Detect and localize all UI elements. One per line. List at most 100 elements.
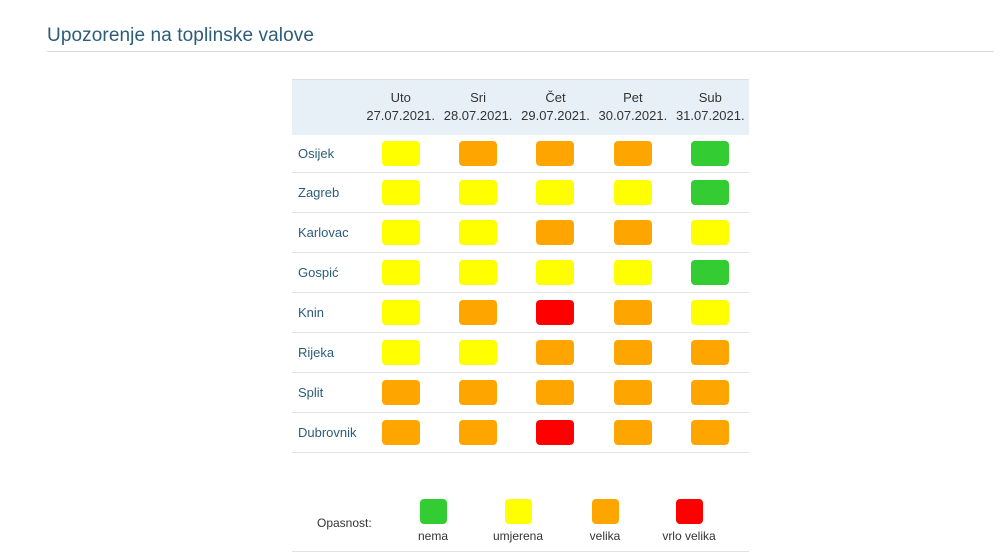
level-cell xyxy=(594,173,671,213)
warning-level-velika xyxy=(536,380,575,405)
table-row: Karlovac xyxy=(292,213,749,253)
level-cell xyxy=(362,333,439,373)
warning-level-velika xyxy=(613,380,652,405)
warning-level-nema xyxy=(691,180,730,205)
warning-level-umjerena xyxy=(459,220,498,245)
day-date: 31.07.2021. xyxy=(675,108,745,124)
warning-level-umjerena xyxy=(613,260,652,285)
level-cell xyxy=(517,253,594,293)
level-cell xyxy=(594,333,671,373)
warning-level-nema xyxy=(691,260,730,285)
warning-level-vrlo-velika xyxy=(536,300,575,325)
header-day-4: Pet 30.07.2021. xyxy=(594,80,671,135)
day-date: 30.07.2021. xyxy=(598,108,668,124)
warning-level-umjerena xyxy=(536,180,575,205)
level-cell xyxy=(672,373,749,413)
day-date: 28.07.2021. xyxy=(443,108,513,124)
level-cell xyxy=(439,253,516,293)
warning-level-velika xyxy=(691,420,730,445)
warning-level-velika xyxy=(613,420,652,445)
city-name: Knin xyxy=(298,305,325,320)
warning-level-umjerena xyxy=(691,300,730,325)
warning-level-umjerena xyxy=(381,340,420,365)
warning-level-vrlo-velika xyxy=(536,420,575,445)
level-cell xyxy=(594,135,671,173)
danger-legend: Opasnost: nema umjerena velika vrlo veli… xyxy=(292,491,749,552)
warning-level-umjerena xyxy=(381,180,420,205)
day-name: Uto xyxy=(390,90,411,106)
warning-level-velika xyxy=(536,220,575,245)
warning-level-velika xyxy=(536,140,575,166)
legend-text: nema xyxy=(417,529,449,543)
legend-text: umjerena xyxy=(492,529,544,543)
warning-level-velika xyxy=(381,420,420,445)
legend-item-umjerena: umjerena xyxy=(478,499,558,543)
level-cell xyxy=(517,293,594,333)
city-name: Split xyxy=(298,385,324,400)
warning-level-velika xyxy=(459,300,498,325)
warning-level-velika xyxy=(459,140,498,166)
table-row: Knin xyxy=(292,293,749,333)
header-city-column xyxy=(292,80,362,135)
level-cell xyxy=(362,173,439,213)
warning-level-nema xyxy=(691,140,730,166)
level-cell xyxy=(362,135,439,173)
table-row: Osijek xyxy=(292,135,749,173)
warning-level-umjerena xyxy=(691,220,730,245)
table-row: Zagreb xyxy=(292,173,749,213)
city-name: Zagreb xyxy=(298,185,340,200)
warning-level-umjerena xyxy=(613,180,652,205)
legend-label: Opasnost: xyxy=(317,516,372,530)
warning-level-velika xyxy=(381,380,420,405)
level-cell xyxy=(439,213,516,253)
legend-item-vrlo-velika: vrlo velika xyxy=(649,499,729,543)
legend-swatch-vrlo-velika xyxy=(675,499,703,524)
warning-level-umjerena xyxy=(536,260,575,285)
warning-level-umjerena xyxy=(381,140,420,166)
warning-level-velika xyxy=(691,380,730,405)
warning-level-velika xyxy=(613,220,652,245)
level-cell xyxy=(517,213,594,253)
level-cell xyxy=(672,173,749,213)
warning-level-velika xyxy=(613,340,652,365)
warning-level-velika xyxy=(613,300,652,325)
level-cell xyxy=(672,213,749,253)
level-cell xyxy=(594,293,671,333)
header-day-3: Čet 29.07.2021. xyxy=(517,80,594,135)
level-cell xyxy=(439,135,516,173)
table-row: Rijeka xyxy=(292,333,749,373)
level-cell xyxy=(362,253,439,293)
warning-level-velika xyxy=(691,340,730,365)
level-cell xyxy=(594,413,671,453)
day-name: Pet xyxy=(623,90,643,106)
day-name: Čet xyxy=(545,90,566,106)
level-cell xyxy=(517,135,594,173)
day-name: Sri xyxy=(470,90,487,106)
level-cell xyxy=(672,135,749,173)
day-name: Sub xyxy=(698,90,722,106)
level-cell xyxy=(362,413,439,453)
level-cell xyxy=(439,413,516,453)
city-name: Dubrovnik xyxy=(298,425,357,440)
legend-swatch-umjerena xyxy=(504,499,532,524)
level-cell xyxy=(439,173,516,213)
legend-text: velika xyxy=(589,529,621,543)
level-cell xyxy=(594,253,671,293)
legend-item-nema: nema xyxy=(393,499,473,543)
level-cell xyxy=(362,373,439,413)
warning-level-velika xyxy=(613,140,652,166)
level-cell xyxy=(594,373,671,413)
warning-level-umjerena xyxy=(459,340,498,365)
table-row: Dubrovnik xyxy=(292,413,749,453)
legend-text: vrlo velika xyxy=(662,529,716,543)
day-date: 27.07.2021. xyxy=(366,108,436,124)
level-cell xyxy=(672,333,749,373)
warning-level-umjerena xyxy=(459,180,498,205)
level-cell xyxy=(517,413,594,453)
warning-level-umjerena xyxy=(459,260,498,285)
city-name: Osijek xyxy=(298,145,335,161)
level-cell xyxy=(362,293,439,333)
page-title: Upozorenje na toplinske valove xyxy=(47,24,315,46)
level-cell xyxy=(362,213,439,253)
legend-swatch-velika xyxy=(591,499,619,524)
